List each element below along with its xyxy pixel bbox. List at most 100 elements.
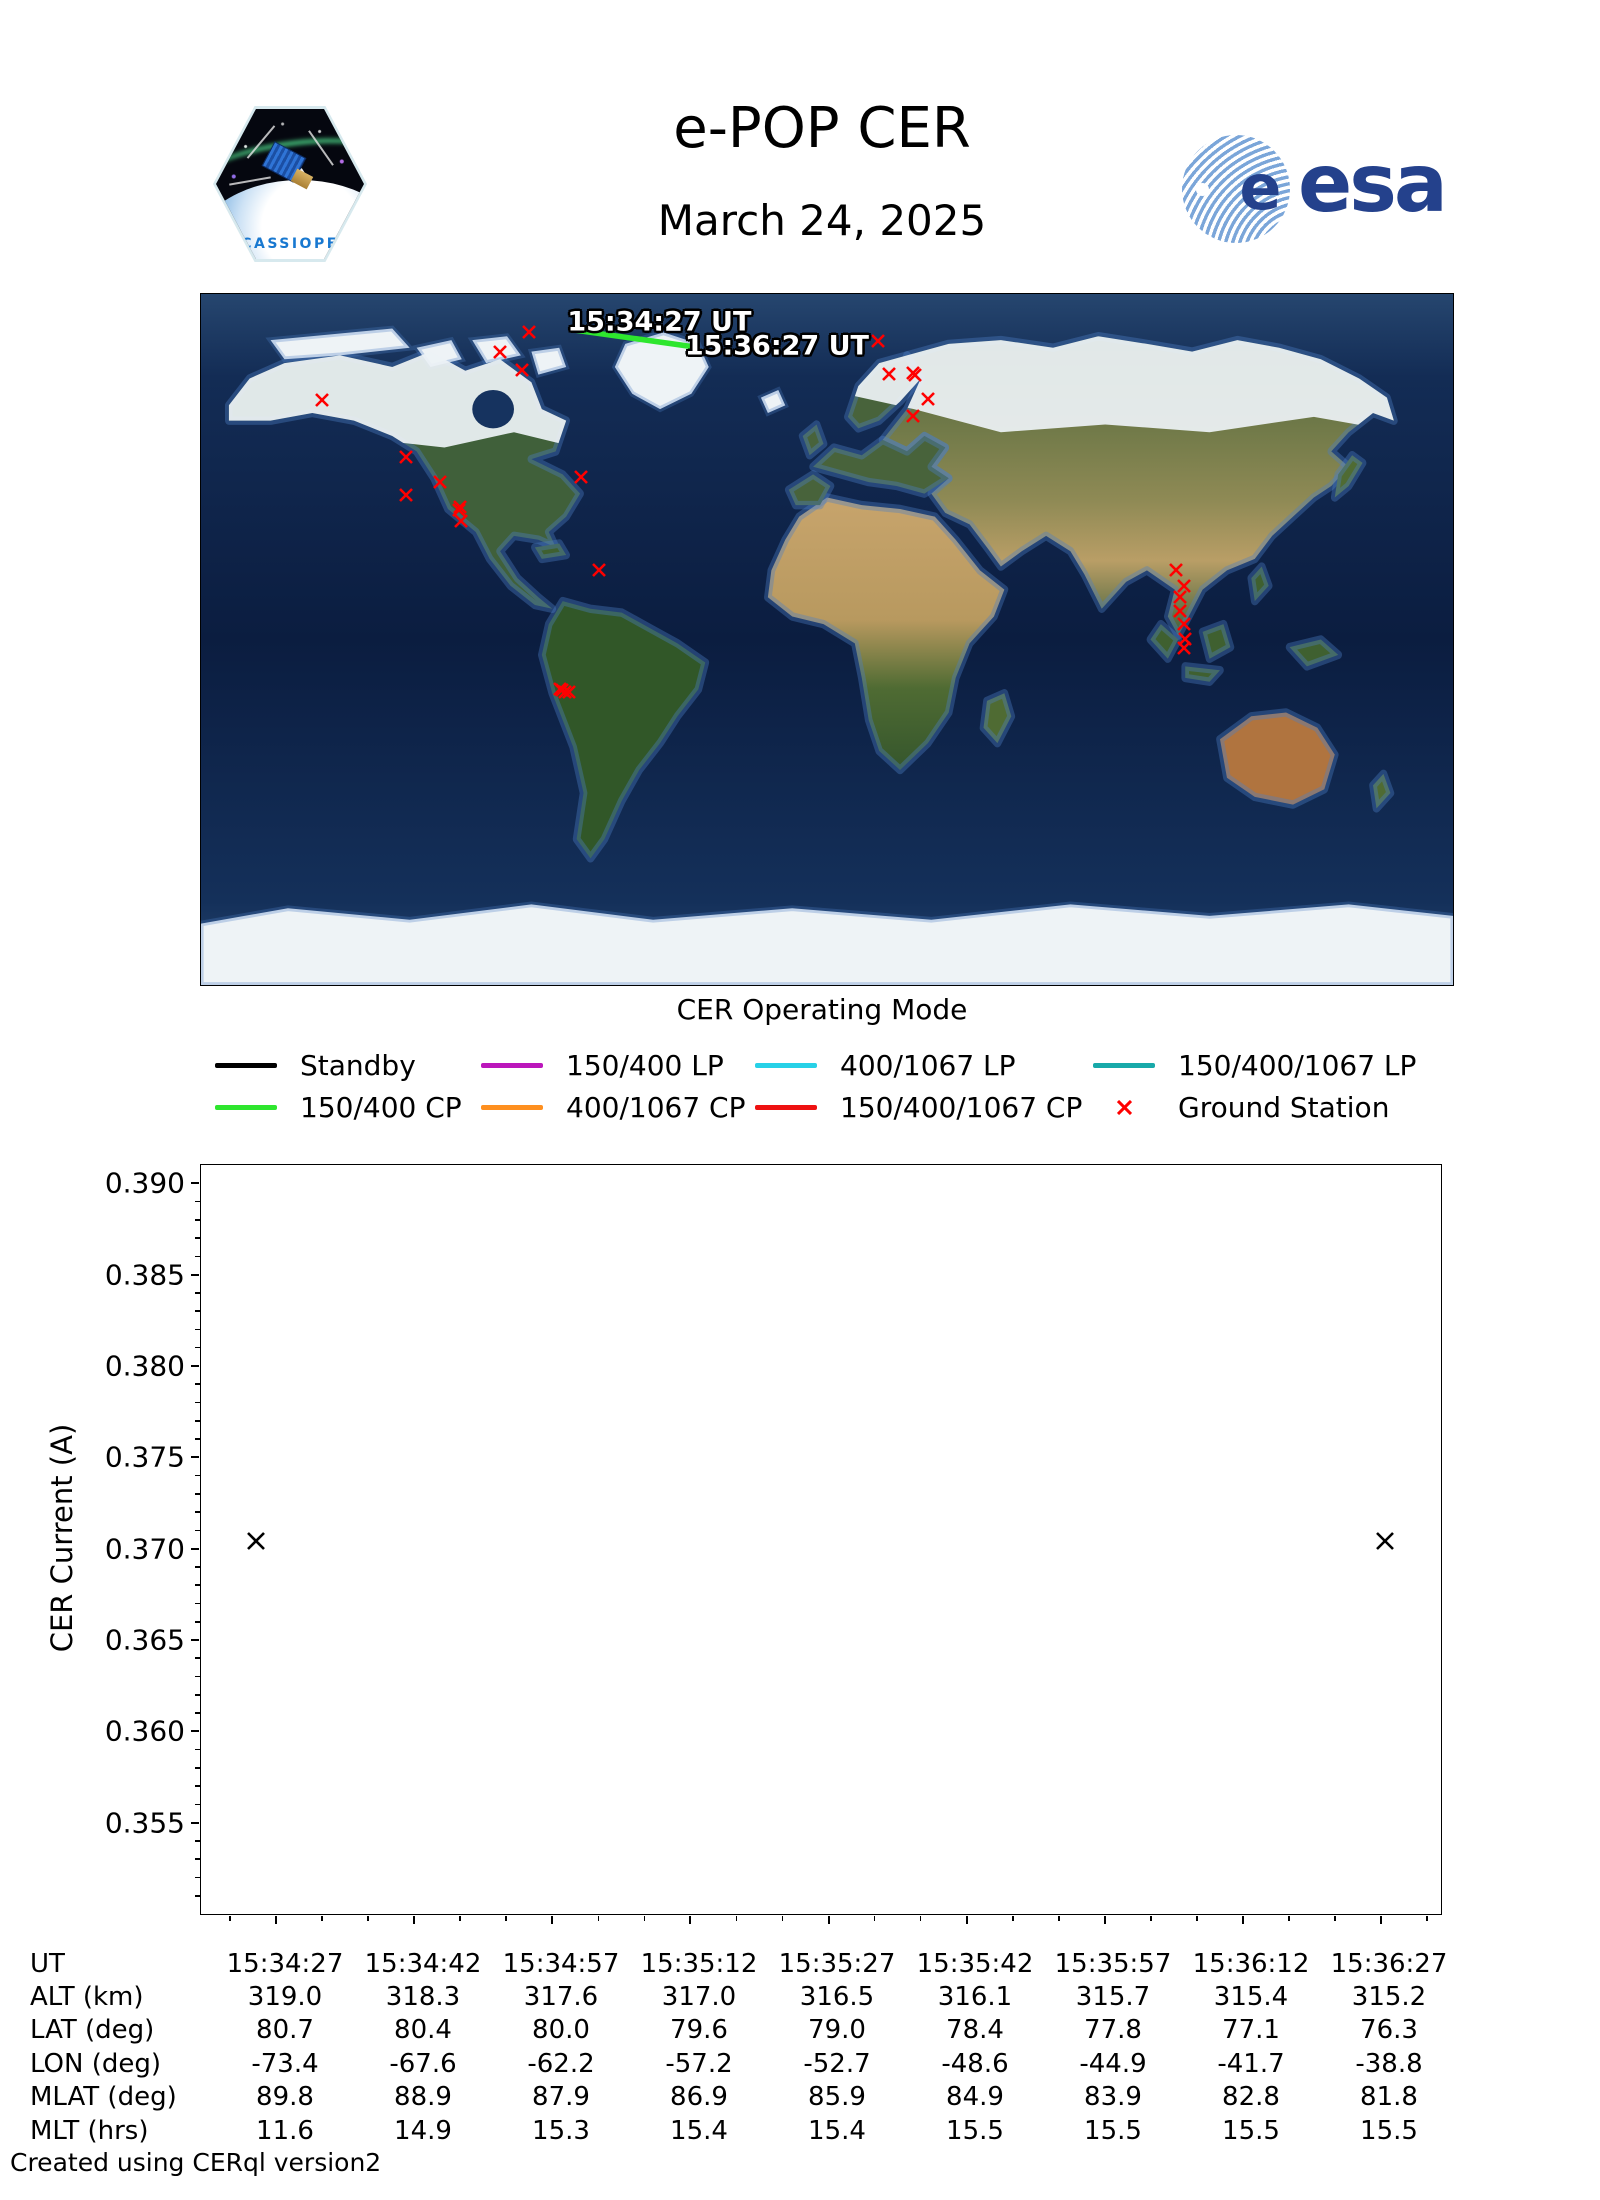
- legend-item: 150/400/1067 CP: [754, 1091, 1092, 1124]
- x-major-tick: [827, 1916, 830, 1924]
- page-title: e-POP CER: [673, 96, 971, 161]
- y-tick-label: 0.365: [104, 1623, 185, 1657]
- data-point-marker: [1376, 1532, 1394, 1551]
- y-minor-tick: [195, 1803, 200, 1806]
- y-minor-tick: [195, 1693, 200, 1696]
- y-minor-tick: [195, 1876, 200, 1879]
- row-label: MLT (hrs): [30, 2115, 149, 2146]
- ground-station-marker: [905, 409, 920, 423]
- y-minor-tick: [195, 1620, 200, 1623]
- ground-station-marker: [433, 475, 448, 490]
- x-major-tick: [1241, 1916, 1244, 1924]
- table-cell: 15.5: [1222, 2115, 1280, 2146]
- ground-station-marker: [1173, 590, 1187, 605]
- table-cell: 80.0: [532, 2015, 590, 2046]
- cassiope-mission-patch: CASSIOPE: [213, 106, 367, 262]
- table-cell: 88.9: [394, 2082, 452, 2113]
- ground-station-marker: [399, 488, 414, 503]
- table-cell: 79.6: [670, 2015, 728, 2046]
- legend-label: Ground Station: [1178, 1090, 1390, 1124]
- ground-station-marker: [871, 333, 886, 348]
- x-major-tick: [689, 1916, 692, 1924]
- table-cell: 81.8: [1360, 2082, 1418, 2113]
- legend-line-swatch: [480, 1104, 544, 1110]
- y-minor-tick: [195, 1675, 200, 1678]
- y-minor-tick: [195, 1328, 200, 1331]
- table-cell: 15:35:42: [916, 1948, 1034, 1979]
- table-cell: 15:35:12: [640, 1948, 758, 1979]
- legend-label: 150/400 LP: [566, 1048, 724, 1082]
- y-tick-label: 0.355: [104, 1806, 185, 1840]
- x-major-tick: [275, 1916, 278, 1924]
- x-minor-tick: [1011, 1916, 1014, 1921]
- x-minor-tick: [1334, 1916, 1336, 1921]
- y-major-tick: [191, 1456, 199, 1459]
- ground-station-legend-icon: [1092, 1099, 1156, 1115]
- x-minor-tick: [321, 1916, 323, 1921]
- y-tick-label: 0.385: [104, 1258, 185, 1292]
- y-minor-tick: [195, 1748, 200, 1751]
- esa-globe-dot: [1196, 182, 1210, 196]
- ground-station-marker: [882, 366, 897, 381]
- satellite-track-line: [568, 326, 695, 350]
- table-cell: 82.8: [1222, 2082, 1280, 2113]
- y-minor-tick: [195, 1894, 200, 1897]
- ground-station-marker: [592, 563, 607, 578]
- legend-title: CER Operating Mode: [676, 993, 968, 1026]
- table-cell: -73.4: [251, 2048, 319, 2079]
- world-map-image: [201, 294, 1453, 985]
- table-cell: -57.2: [665, 2048, 733, 2079]
- table-cell: 15.5: [1360, 2115, 1418, 2146]
- ground-station-marker: [453, 500, 468, 515]
- ground-station-marker: [562, 684, 576, 699]
- table-cell: 80.7: [256, 2015, 314, 2046]
- y-major-tick: [191, 1273, 199, 1276]
- ground-station-marker: [1173, 604, 1187, 618]
- y-minor-tick: [195, 1255, 200, 1258]
- table-cell: 80.4: [394, 2015, 452, 2046]
- ground-station-marker: [1176, 641, 1191, 655]
- table-cell: 15:35:57: [1054, 1948, 1172, 1979]
- x-major-tick: [551, 1916, 554, 1924]
- x-minor-tick: [1196, 1916, 1198, 1921]
- x-minor-tick: [1057, 1916, 1060, 1921]
- legend-item: 150/400/1067 LP: [1092, 1049, 1472, 1082]
- ground-station-marker: [1176, 617, 1191, 632]
- table-cell: 15:36:27: [1330, 1948, 1448, 1979]
- ground-station-marker: [493, 345, 507, 359]
- table-cell: 15.5: [946, 2115, 1004, 2146]
- table-cell: -48.6: [941, 2048, 1009, 2079]
- legend-item: Ground Station: [1092, 1091, 1472, 1124]
- legend-label: Standby: [300, 1048, 416, 1082]
- legend-label: 400/1067 CP: [566, 1090, 746, 1124]
- x-minor-tick: [367, 1916, 369, 1921]
- table-cell: 83.9: [1084, 2082, 1142, 2113]
- ground-station-marker: [454, 513, 469, 528]
- cassiope-label: CASSIOPE: [241, 235, 339, 252]
- legend-line-swatch: [214, 1062, 278, 1068]
- table-cell: 15:34:27: [226, 1948, 344, 1979]
- table-cell: 15:34:57: [502, 1948, 620, 1979]
- ground-station-marker: [574, 470, 589, 485]
- x-minor-tick: [597, 1916, 600, 1921]
- table-cell: -41.7: [1217, 2048, 1285, 2079]
- table-cell: -67.6: [389, 2048, 457, 2079]
- ground-station-marker: [522, 325, 536, 339]
- table-cell: 315.7: [1075, 1982, 1151, 2013]
- x-minor-tick: [873, 1916, 876, 1921]
- y-minor-tick: [195, 1219, 200, 1221]
- table-cell: 11.6: [256, 2115, 314, 2146]
- x-minor-tick: [1150, 1916, 1152, 1921]
- y-tick-label: 0.370: [104, 1532, 185, 1566]
- x-minor-tick: [735, 1916, 738, 1921]
- y-major-tick: [191, 1730, 199, 1733]
- ground-station-marker: [1169, 562, 1184, 577]
- legend: Standby 150/400 LP 400/1067 LP 150/400/1067…: [214, 1044, 1472, 1128]
- legend-label: 150/400/1067 LP: [1178, 1048, 1417, 1082]
- ground-station-marker: [908, 368, 923, 382]
- table-cell: 89.8: [256, 2082, 314, 2113]
- y-minor-tick: [195, 1602, 200, 1605]
- telemetry-table: UT 15:34:27 15:34:42 15:34:57 15:35:12 15:35:…: [20, 1947, 1458, 2147]
- table-row: MLT (hrs) 11.6 14.9 15.3 15.4 15.4 15.5 15.5 15.…: [20, 2114, 1458, 2147]
